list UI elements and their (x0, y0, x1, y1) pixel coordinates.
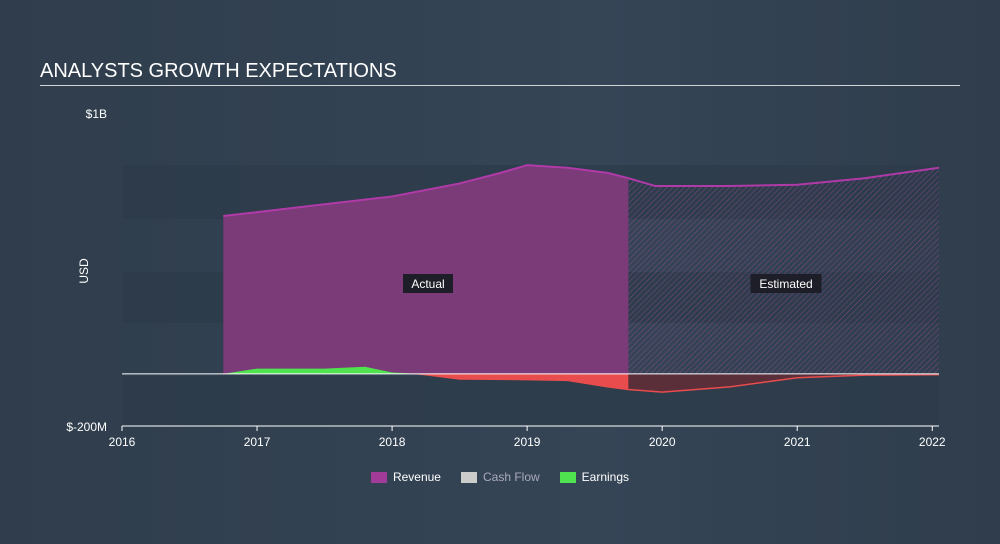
legend-label: Cash Flow (482, 470, 540, 484)
actual-label-bg (403, 274, 453, 293)
x-tick-label: 2022 (919, 435, 946, 449)
actual-label: Actual (411, 277, 444, 291)
estimated-label: Estimated (759, 277, 812, 291)
revenue-swatch (370, 471, 387, 483)
x-tick-label: 2021 (784, 435, 811, 449)
legend-revenue[interactable]: Revenue (370, 470, 441, 484)
estimated-label-bg (750, 274, 822, 293)
x-tick-label: 2016 (109, 435, 136, 449)
legend-label: Earnings (581, 470, 630, 484)
y-tick-label: $1B (86, 107, 107, 121)
earnings-area-negative (419, 373, 629, 390)
earnings-swatch (559, 471, 576, 483)
title-divider (40, 85, 960, 86)
y-axis-label: USD (77, 258, 91, 284)
x-tick-label: 2017 (244, 435, 271, 449)
chart-title: ANALYSTS GROWTH EXPECTATIONS (40, 60, 397, 82)
x-tick-label: 2019 (514, 435, 541, 449)
y-tick-label: $-200M (66, 420, 107, 434)
legend-cash-flow[interactable]: Cash Flow (460, 470, 540, 484)
grid-band (122, 376, 939, 426)
revenue-line (223, 164, 940, 218)
legend-label: Revenue (392, 470, 441, 484)
cash-flow-swatch (460, 471, 477, 483)
revenue-area-actual (223, 165, 629, 374)
earnings-line-negative (223, 373, 940, 393)
x-tick-label: 2018 (379, 435, 406, 449)
earnings-area-positive (223, 366, 939, 374)
earnings-area-negative (628, 373, 939, 393)
legend: Revenue Cash Flow Earnings (0, 470, 1000, 484)
revenue-area-estimated (628, 167, 939, 374)
legend-earnings[interactable]: Earnings (559, 470, 630, 484)
x-tick-label: 2020 (649, 435, 676, 449)
earnings-negative (419, 373, 939, 393)
